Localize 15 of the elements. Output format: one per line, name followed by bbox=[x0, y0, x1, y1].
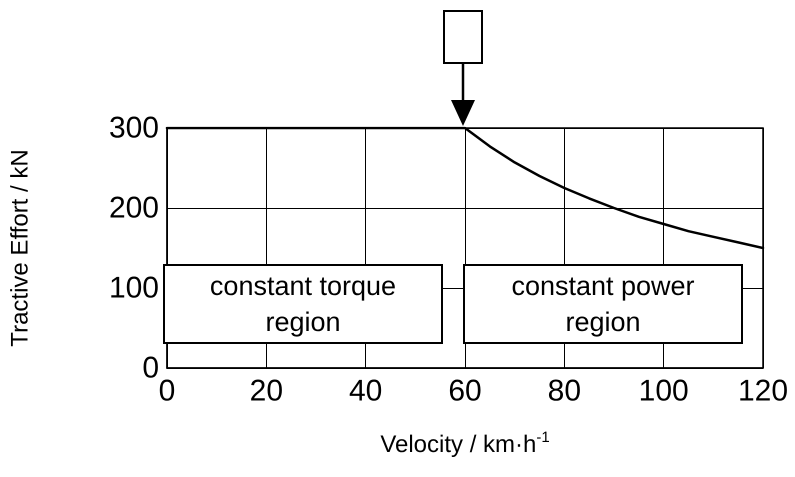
text-frame: constant torque region bbox=[163, 264, 443, 344]
y-tick-label: 100 bbox=[108, 272, 159, 304]
y-tick-label: 0 bbox=[142, 352, 159, 384]
x-tick-label: 120 bbox=[738, 374, 788, 408]
x-tick-label: 80 bbox=[548, 374, 582, 408]
annotation: constant power region bbox=[510, 270, 696, 339]
x-tick-label: 100 bbox=[638, 374, 689, 408]
x-tick-label: 20 bbox=[250, 374, 284, 408]
x-tick-label: 60 bbox=[448, 374, 482, 408]
text-frame: constant power region bbox=[463, 264, 743, 344]
y-tick-label: 200 bbox=[108, 192, 159, 224]
y-tick-label: 300 bbox=[108, 112, 159, 144]
y-axis-title: Tractive Effort / kN bbox=[6, 149, 34, 347]
annotation: constant torque region bbox=[208, 270, 398, 339]
x-tick-label: 40 bbox=[348, 374, 382, 408]
